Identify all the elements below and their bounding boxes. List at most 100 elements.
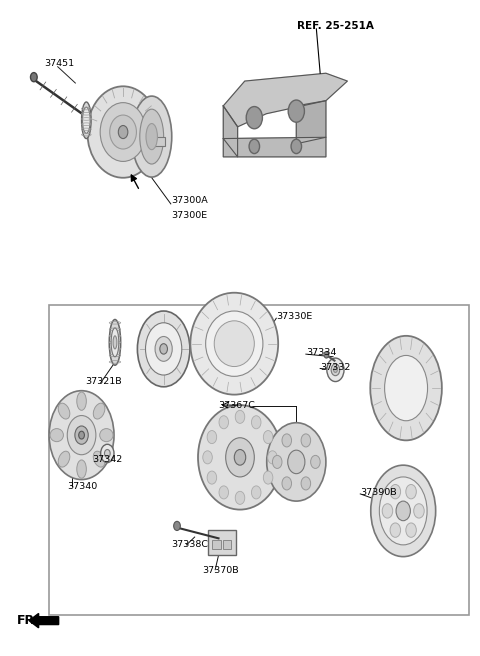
Circle shape (105, 449, 110, 457)
Circle shape (160, 344, 168, 354)
Ellipse shape (58, 403, 70, 419)
Circle shape (203, 451, 212, 464)
Ellipse shape (100, 428, 113, 441)
Circle shape (207, 430, 216, 443)
Circle shape (234, 449, 246, 465)
Circle shape (331, 364, 340, 376)
Circle shape (235, 491, 245, 504)
Text: 37342: 37342 (92, 455, 122, 464)
Circle shape (174, 522, 180, 531)
Text: 37321B: 37321B (85, 377, 121, 386)
Circle shape (226, 438, 254, 477)
Circle shape (311, 455, 320, 468)
Circle shape (327, 358, 344, 382)
Circle shape (390, 485, 401, 499)
Ellipse shape (113, 336, 117, 349)
Ellipse shape (77, 460, 86, 478)
Ellipse shape (155, 337, 172, 361)
Circle shape (414, 504, 424, 518)
Circle shape (207, 471, 216, 484)
Ellipse shape (370, 336, 442, 440)
Ellipse shape (50, 428, 63, 441)
Ellipse shape (146, 123, 157, 150)
Circle shape (301, 477, 311, 490)
Ellipse shape (58, 451, 70, 467)
Ellipse shape (267, 422, 326, 501)
Polygon shape (223, 73, 348, 127)
Circle shape (219, 416, 228, 429)
Circle shape (252, 416, 261, 429)
Bar (154, 136, 165, 146)
Ellipse shape (87, 87, 159, 178)
Text: 37330E: 37330E (276, 312, 312, 321)
Circle shape (219, 486, 228, 499)
Circle shape (406, 523, 416, 537)
Ellipse shape (82, 102, 91, 138)
Circle shape (31, 73, 37, 82)
Text: 37334: 37334 (306, 348, 336, 358)
Circle shape (67, 415, 96, 455)
Text: 37332: 37332 (320, 363, 350, 372)
Ellipse shape (137, 311, 190, 387)
Ellipse shape (384, 356, 428, 420)
FancyArrow shape (29, 613, 59, 628)
Ellipse shape (205, 311, 263, 377)
Text: 37300A: 37300A (171, 196, 207, 205)
Circle shape (291, 139, 301, 154)
Text: 37367C: 37367C (218, 401, 255, 409)
Ellipse shape (109, 319, 120, 365)
Circle shape (324, 352, 329, 358)
Circle shape (249, 139, 260, 154)
Circle shape (101, 444, 114, 462)
Circle shape (235, 410, 245, 423)
Polygon shape (296, 100, 326, 144)
Bar (207, 531, 236, 556)
Circle shape (75, 426, 88, 444)
Circle shape (252, 486, 261, 499)
Circle shape (264, 430, 273, 443)
Circle shape (79, 431, 84, 439)
Circle shape (334, 367, 337, 373)
Ellipse shape (132, 96, 172, 177)
Ellipse shape (379, 477, 427, 545)
Polygon shape (223, 137, 326, 157)
Ellipse shape (140, 109, 164, 164)
Circle shape (382, 504, 393, 518)
Text: 37340: 37340 (67, 482, 97, 491)
Ellipse shape (110, 115, 136, 149)
Ellipse shape (214, 321, 254, 367)
Circle shape (396, 501, 410, 521)
Circle shape (282, 477, 291, 490)
Ellipse shape (93, 451, 105, 467)
Circle shape (406, 485, 416, 499)
Circle shape (264, 471, 273, 484)
Ellipse shape (371, 465, 436, 557)
Ellipse shape (93, 403, 105, 419)
Ellipse shape (111, 328, 119, 357)
Circle shape (282, 434, 291, 447)
Bar (49, 305, 469, 615)
Ellipse shape (145, 323, 182, 375)
Text: 37300E: 37300E (171, 211, 207, 220)
Polygon shape (223, 106, 238, 157)
Ellipse shape (100, 102, 146, 161)
Bar (212, 541, 221, 549)
Text: 37451: 37451 (44, 59, 74, 68)
Circle shape (288, 450, 305, 474)
Ellipse shape (83, 107, 90, 133)
Circle shape (268, 451, 277, 464)
Circle shape (118, 125, 128, 138)
Circle shape (390, 523, 401, 537)
Text: REF. 25-251A: REF. 25-251A (297, 21, 374, 31)
Ellipse shape (198, 405, 282, 510)
Circle shape (301, 434, 311, 447)
Ellipse shape (77, 392, 86, 410)
Circle shape (273, 455, 282, 468)
Ellipse shape (191, 293, 278, 395)
Text: 37370B: 37370B (202, 567, 239, 575)
Text: FR.: FR. (17, 614, 40, 627)
Circle shape (246, 106, 263, 129)
Text: 37338C: 37338C (171, 541, 208, 549)
Bar (223, 541, 231, 549)
Circle shape (288, 100, 304, 122)
